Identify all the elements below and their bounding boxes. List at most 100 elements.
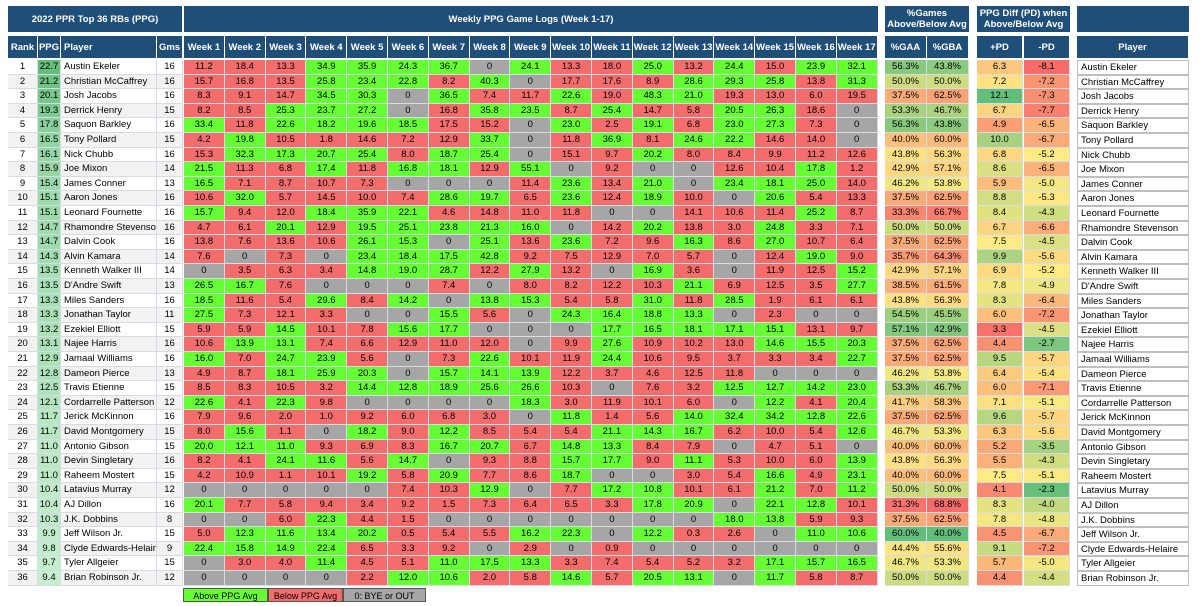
- rank-cell: 22: [8, 366, 38, 382]
- week-cell: 16.2: [510, 527, 552, 542]
- week-cell: 18.1: [428, 162, 470, 177]
- title-header: 2022 PPR Top 36 RBs (PPG): [8, 6, 182, 32]
- ppg-cell: 15.4: [38, 176, 61, 192]
- gba-cell: 42.9%: [927, 322, 969, 338]
- rank-cell: 27: [8, 439, 38, 455]
- col-week-9: Week 9: [510, 36, 552, 58]
- week-cell: 6.0: [796, 89, 837, 104]
- col-week-12-label: Week 12: [633, 41, 672, 53]
- week-cell: 25.0: [796, 176, 837, 192]
- week-cell: 19.1: [632, 118, 674, 133]
- pd-plus-cell: 8.3: [977, 498, 1023, 513]
- player-name-right-cell: AJ Dillon: [1077, 498, 1189, 513]
- week-cell: 13.8: [184, 235, 225, 250]
- week-cell: 18.9: [632, 191, 674, 206]
- player-name-right-cell: Devin Singletary: [1077, 454, 1189, 469]
- week-cell: 7.3: [224, 308, 266, 323]
- week-cell: 17.7: [428, 322, 470, 338]
- week-cell: 27.2: [347, 103, 388, 119]
- week-cell: 17.8: [796, 162, 837, 177]
- player-name-right-cell: James Conner: [1077, 176, 1189, 192]
- ppg-cell: 16.5: [38, 133, 61, 148]
- pd-minus-cell: -5.7: [1024, 352, 1070, 367]
- week-cell: 20.6: [755, 191, 796, 206]
- week-cell: 0: [184, 556, 225, 571]
- week-cell: 6.1: [224, 220, 266, 236]
- week-cell: 5.4: [265, 293, 307, 309]
- week-cell: 23.6: [551, 235, 592, 250]
- player-name-right-cell: Aaron Jones: [1077, 191, 1189, 206]
- player-name-cell: Jamaal Williams: [61, 352, 157, 367]
- week-cell: 19.3: [714, 89, 756, 104]
- week-cell: 10.7: [796, 235, 837, 250]
- player-name-right-cell: Ezekiel Elliott: [1077, 322, 1189, 338]
- col-week-16: Week 16: [796, 36, 837, 58]
- week-cell: 4.4: [347, 512, 388, 528]
- col-week-14: Week 14: [714, 36, 756, 58]
- week-cell: 4.2: [184, 133, 225, 148]
- week-cell: 13.0: [755, 89, 796, 104]
- week-cell: 23.5: [510, 103, 552, 119]
- pd-minus-cell: -3.5: [1024, 439, 1070, 455]
- week-cell: 5.9: [184, 322, 225, 338]
- week-cell: 14.2: [592, 220, 633, 236]
- week-cell: 25.1: [469, 235, 511, 250]
- gaa-cell: 37.5%: [885, 410, 927, 425]
- week-cell: 8.7: [551, 103, 592, 119]
- week-cell: 10.1: [510, 352, 552, 367]
- week-cell: 13.5: [265, 74, 307, 90]
- games-cell: 15: [157, 439, 183, 455]
- week-cell: 14.1: [469, 366, 511, 382]
- week-cell: 23.8: [428, 220, 470, 236]
- week-cell: 7.3: [347, 176, 388, 192]
- week-cell: 40.3: [469, 74, 511, 90]
- games-cell: 15: [157, 103, 183, 119]
- week-cell: 7.3: [469, 498, 511, 513]
- week-cell: 33.7: [469, 133, 511, 148]
- week-cell: 0: [632, 541, 674, 557]
- week-cell: 5.6: [632, 410, 674, 425]
- player-name-cell: Raheem Mostert: [61, 468, 157, 484]
- week-cell: 7.5: [551, 249, 592, 265]
- week-cell: 24.3: [388, 60, 429, 75]
- gaa-cell: 41.7%: [885, 395, 927, 411]
- week-cell: 11.7: [510, 89, 552, 104]
- week-cell: 0: [592, 512, 633, 528]
- week-cell: 25.1: [388, 220, 429, 236]
- week-cell: 0: [592, 206, 633, 221]
- pd-minus-cell: -4.5: [1024, 235, 1070, 250]
- week-cell: 1.9: [755, 293, 796, 309]
- week-cell: 14.6: [347, 133, 388, 148]
- week-cell: 11.8: [347, 162, 388, 177]
- week-cell: 5.8: [673, 103, 715, 119]
- week-cell: 1.4: [592, 410, 633, 425]
- player-name-right-cell: Brian Robinson Jr.: [1077, 571, 1189, 586]
- week-cell: 12.2: [551, 366, 592, 382]
- week-cell: 31.3: [836, 74, 878, 90]
- rank-cell: 6: [8, 133, 38, 148]
- rank-cell: 13: [8, 235, 38, 250]
- rank-cell: 28: [8, 454, 38, 469]
- week-cell: 10.3: [428, 483, 470, 498]
- week-cell: 11.4: [755, 206, 796, 221]
- pd-plus-cell: 7.2: [977, 74, 1023, 90]
- gba-cell: 62.5%: [927, 235, 969, 250]
- week-cell: 12.2: [428, 425, 470, 440]
- week-cell: 20.9: [673, 498, 715, 513]
- week-cell: 6.2: [714, 425, 756, 440]
- week-cell: 10.4: [755, 162, 796, 177]
- week-cell: 22.2: [714, 133, 756, 148]
- gba-cell: 43.8%: [927, 118, 969, 133]
- week-cell: 5.4: [510, 425, 552, 440]
- pd-plus-cell: 6.7: [977, 103, 1023, 119]
- legend-below: Below PPG Avg: [268, 588, 343, 602]
- week-cell: 0: [388, 279, 429, 294]
- col-pd-minus-label: -PD: [1038, 41, 1055, 53]
- pd-minus-cell: -4.3: [1024, 454, 1070, 469]
- pd-plus-cell: 5.5: [977, 454, 1023, 469]
- week-cell: 9.6: [224, 410, 266, 425]
- ppg-cell: 20.1: [38, 89, 61, 104]
- week-cell: 16.5: [632, 322, 674, 338]
- week-cell: 20.3: [347, 366, 388, 382]
- player-name-right-cell: Najee Harris: [1077, 337, 1189, 352]
